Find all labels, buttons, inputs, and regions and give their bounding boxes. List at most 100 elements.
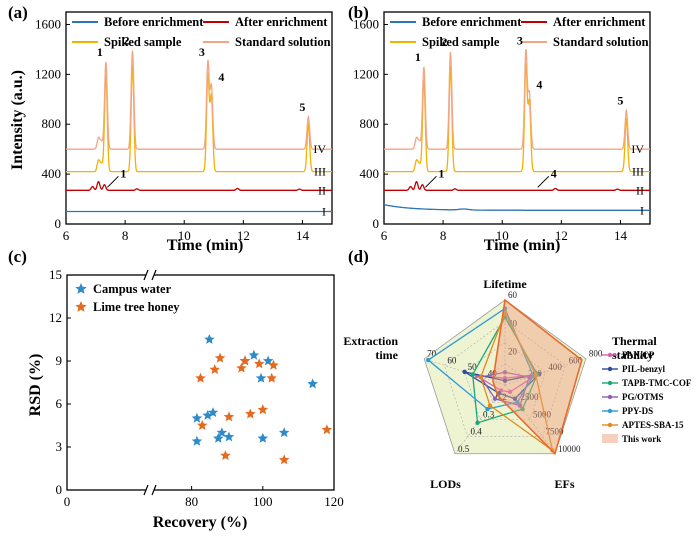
a-peak-label: 1 [97,45,103,59]
c-point [207,407,219,417]
d-legend-marker [607,366,613,372]
d-axis-tick: 70 [427,349,437,359]
c-legend-label: Campus water [93,282,172,296]
a-legend-label: Before enrichment [104,15,204,29]
d-series-polygon [492,298,583,456]
c-point [223,431,235,442]
c-point [195,372,206,383]
b-frame [383,11,651,225]
a-xtick-label: 10 [178,228,191,243]
a-legend-label: Standard solution [235,35,331,49]
c-point [213,432,224,443]
d-series-polygon [479,371,531,407]
d-legend-swatch [602,434,618,443]
b-xtick-label: 6 [381,228,388,243]
a-trace-label: IV [313,142,326,156]
a-peak-label: 3 [199,45,205,59]
d-axis-tick: 5000 [533,409,552,419]
d-series-point [533,372,538,378]
c-xtick-label: 80 [185,494,198,509]
c-ytick-label: 12 [49,310,62,325]
d-legend-label: PIL-benzyl [622,364,666,374]
d-series-point [502,378,508,383]
b-xtick-label: 12 [555,228,568,243]
b-peak-label: 4 [536,77,542,91]
c-xtick-label: 120 [324,494,344,509]
d-legend-label: This work [622,434,661,444]
a-peak-label: 2 [124,34,130,48]
d-axis-tick: 50 [468,362,478,372]
c-ytick-label: 15 [49,267,62,282]
c-point [266,372,277,383]
c-point [321,424,333,435]
b-ytick-label: 1200 [353,66,379,81]
d-legend-marker [607,380,613,386]
c-point [278,427,290,438]
c-point [236,362,247,373]
d-legend-marker [607,394,613,400]
c-point [216,427,228,438]
d-axis-title: Lifetime [483,277,527,291]
c-break-mask-bottom [146,486,154,494]
c-point [202,410,213,420]
a-trace-label: II [318,183,326,197]
c-point [197,420,208,430]
b-ytick-label: 400 [360,166,380,181]
panel-label-d: (d) [348,247,369,266]
d-legend-label: PG/OTMS [622,392,664,402]
d-legend-label: APTES-SBA-15 [622,420,684,430]
d-axis-tick: 7500 [545,427,564,437]
d-axis-tick: 10000 [558,444,581,454]
b-legend-label: Before enrichment [422,15,522,29]
c-point [223,411,235,422]
c-axis-break-mark [143,484,149,496]
d-series-polygon [480,311,554,452]
d-axis-title: time [375,348,398,362]
b-xtick-label: 8 [440,228,447,243]
c-break-mask-top [146,271,154,279]
a-frame [65,11,333,225]
c-point [245,408,256,419]
b-annotation-arrow [425,175,437,188]
d-axis-tick: 0.4 [471,427,483,437]
a-trace-label: I [322,205,326,219]
c-point [255,372,267,383]
d-series-point [487,403,493,408]
d-axis-title: EFs [554,477,574,491]
a-trace-II [66,180,332,191]
d-series-point [492,396,498,401]
a-ytick-label: 1600 [35,16,61,31]
a-ytick-label: 800 [42,116,62,131]
a-xtick-label: 14 [296,228,310,243]
c-point [268,359,279,370]
c-point [214,352,226,363]
c-xtick-label: 0 [64,494,71,509]
b-trace-III [384,63,650,173]
a-annotation-arrow [107,175,119,188]
d-radar-grid [444,320,566,437]
c-ytick-label: 0 [56,482,63,497]
a-annotation-label: 1 [120,166,126,180]
a-xtick-label: 12 [237,228,250,243]
d-radar-grid [464,342,546,420]
b-peak-label: 2 [442,35,448,49]
d-axis-tick: 40 [508,318,518,328]
c-point [191,435,203,446]
d-axis-title: stability [612,348,653,362]
d-series-point [470,372,475,377]
c-legend-label: Lime tree honey [93,300,180,314]
d-series-point [507,389,513,395]
a-trace-III [66,65,332,173]
c-point [209,364,220,374]
panel-c-ylabel: RSD (%) [27,354,44,417]
c-point [257,432,268,443]
b-legend-label: Standard solution [553,35,649,49]
a-legend-label: After enrichment [235,15,328,29]
d-axis-tick: 40 [488,368,498,378]
c-legend-marker [75,301,87,312]
d-series-point [462,369,467,375]
d-series-point [512,396,518,401]
b-trace-label: III [632,165,644,179]
d-series-point [485,406,490,412]
